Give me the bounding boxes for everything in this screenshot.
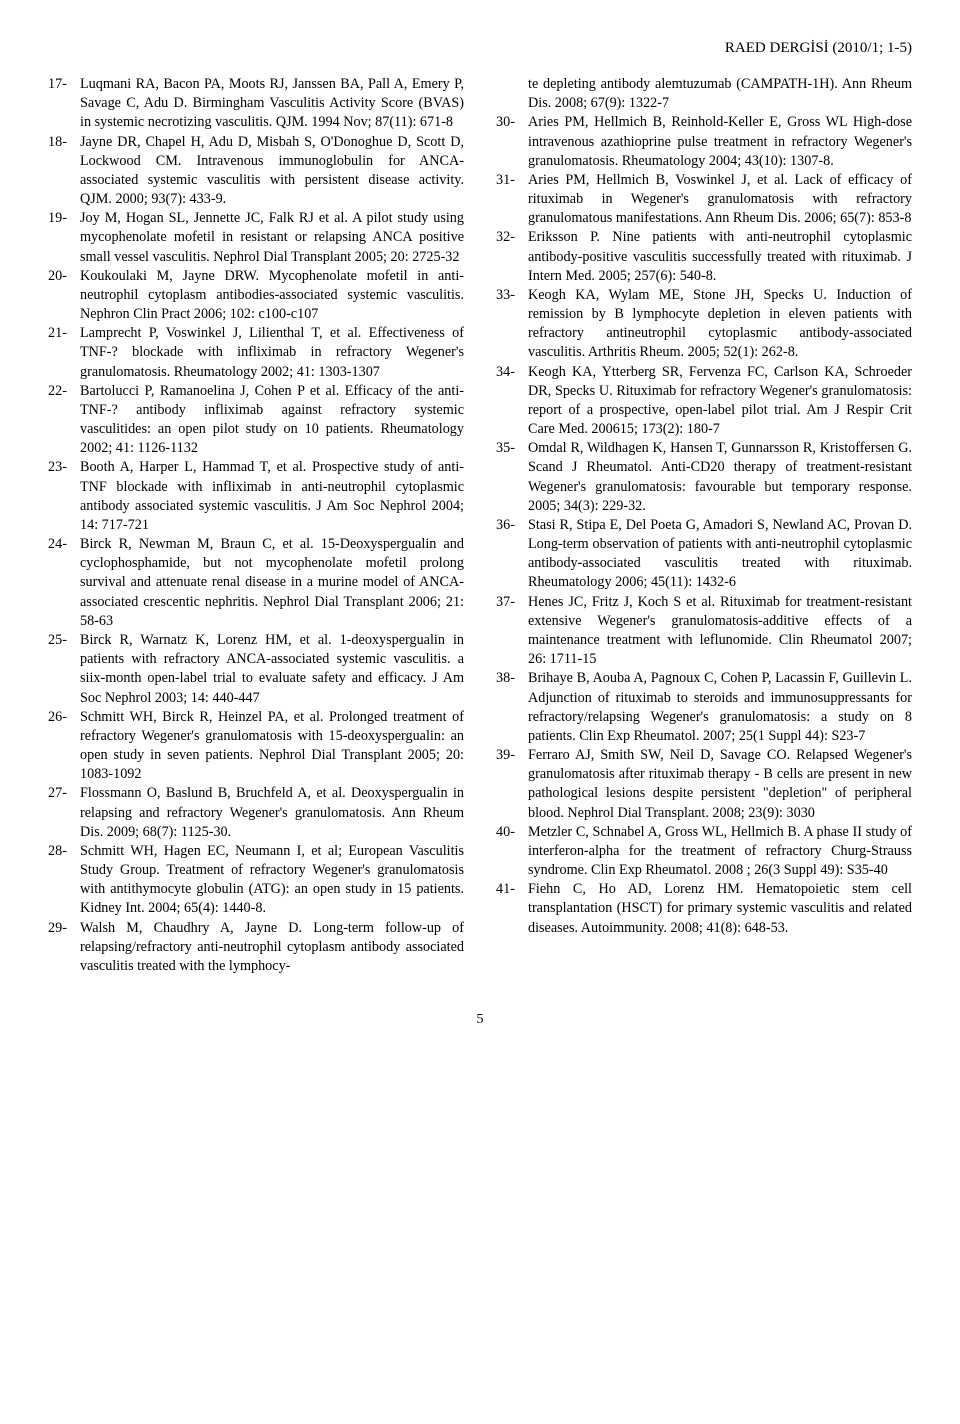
reference-text: Flossmann O, Baslund B, Bruchfeld A, et …: [80, 784, 464, 842]
reference-item: 20-Koukoulaki M, Jayne DRW. Mycophenolat…: [48, 267, 464, 325]
page-header: RAED DERGİSİ (2010/1; 1-5): [48, 40, 912, 57]
reference-item: 33-Keogh KA, Wylam ME, Stone JH, Specks …: [496, 286, 912, 363]
reference-item: 23-Booth A, Harper L, Hammad T, et al. P…: [48, 458, 464, 535]
reference-item: 25-Birck R, Warnatz K, Lorenz HM, et al.…: [48, 631, 464, 708]
reference-item: 29-Walsh M, Chaudhry A, Jayne D. Long-te…: [48, 919, 464, 977]
reference-item: 35-Omdal R, Wildhagen K, Hansen T, Gunna…: [496, 439, 912, 516]
reference-text: Booth A, Harper L, Hammad T, et al. Pros…: [80, 458, 464, 535]
reference-item: 36-Stasi R, Stipa E, Del Poeta G, Amador…: [496, 516, 912, 593]
reference-number: 37-: [496, 593, 528, 670]
reference-number: [496, 75, 528, 113]
reference-number: 18-: [48, 133, 80, 210]
reference-number: 17-: [48, 75, 80, 133]
reference-text: Jayne DR, Chapel H, Adu D, Misbah S, O'D…: [80, 133, 464, 210]
reference-number: 40-: [496, 823, 528, 881]
reference-text: Henes JC, Fritz J, Koch S et al. Rituxim…: [528, 593, 912, 670]
reference-text: Walsh M, Chaudhry A, Jayne D. Long-term …: [80, 919, 464, 977]
reference-number: 28-: [48, 842, 80, 919]
reference-item: 41-Fiehn C, Ho AD, Lorenz HM. Hematopoie…: [496, 880, 912, 938]
reference-item: 26-Schmitt WH, Birck R, Heinzel PA, et a…: [48, 708, 464, 785]
reference-item: 28-Schmitt WH, Hagen EC, Neumann I, et a…: [48, 842, 464, 919]
reference-text: te depleting antibody alemtuzumab (CAMPA…: [528, 75, 912, 113]
reference-number: 19-: [48, 209, 80, 267]
reference-text: Keogh KA, Wylam ME, Stone JH, Specks U. …: [528, 286, 912, 363]
reference-item: 32-Eriksson P. Nine patients with anti-n…: [496, 228, 912, 286]
reference-text: Birck R, Newman M, Braun C, et al. 15-De…: [80, 535, 464, 631]
reference-item: 21-Lamprecht P, Voswinkel J, Lilienthal …: [48, 324, 464, 382]
page-number: 5: [48, 1012, 912, 1028]
reference-item: 40-Metzler C, Schnabel A, Gross WL, Hell…: [496, 823, 912, 881]
reference-number: 39-: [496, 746, 528, 823]
reference-item: 27-Flossmann O, Baslund B, Bruchfeld A, …: [48, 784, 464, 842]
reference-number: 41-: [496, 880, 528, 938]
reference-item: 22-Bartolucci P, Ramanoelina J, Cohen P …: [48, 382, 464, 459]
reference-text: Fiehn C, Ho AD, Lorenz HM. Hematopoietic…: [528, 880, 912, 938]
reference-item: 39-Ferraro AJ, Smith SW, Neil D, Savage …: [496, 746, 912, 823]
reference-item: te depleting antibody alemtuzumab (CAMPA…: [496, 75, 912, 113]
right-column: te depleting antibody alemtuzumab (CAMPA…: [496, 75, 912, 976]
reference-number: 34-: [496, 363, 528, 440]
reference-text: Schmitt WH, Hagen EC, Neumann I, et al; …: [80, 842, 464, 919]
reference-item: 31-Aries PM, Hellmich B, Voswinkel J, et…: [496, 171, 912, 229]
reference-item: 37-Henes JC, Fritz J, Koch S et al. Ritu…: [496, 593, 912, 670]
reference-text: Joy M, Hogan SL, Jennette JC, Falk RJ et…: [80, 209, 464, 267]
reference-text: Stasi R, Stipa E, Del Poeta G, Amadori S…: [528, 516, 912, 593]
reference-text: Schmitt WH, Birck R, Heinzel PA, et al. …: [80, 708, 464, 785]
reference-number: 30-: [496, 113, 528, 171]
reference-item: 19-Joy M, Hogan SL, Jennette JC, Falk RJ…: [48, 209, 464, 267]
reference-text: Aries PM, Hellmich B, Reinhold-Keller E,…: [528, 113, 912, 171]
reference-item: 38-Brihaye B, Aouba A, Pagnoux C, Cohen …: [496, 669, 912, 746]
reference-text: Brihaye B, Aouba A, Pagnoux C, Cohen P, …: [528, 669, 912, 746]
reference-number: 24-: [48, 535, 80, 631]
reference-text: Koukoulaki M, Jayne DRW. Mycophenolate m…: [80, 267, 464, 325]
reference-number: 29-: [48, 919, 80, 977]
reference-text: Luqmani RA, Bacon PA, Moots RJ, Janssen …: [80, 75, 464, 133]
reference-text: Omdal R, Wildhagen K, Hansen T, Gunnarss…: [528, 439, 912, 516]
reference-number: 25-: [48, 631, 80, 708]
reference-number: 22-: [48, 382, 80, 459]
reference-text: Bartolucci P, Ramanoelina J, Cohen P et …: [80, 382, 464, 459]
reference-text: Eriksson P. Nine patients with anti-neut…: [528, 228, 912, 286]
reference-text: Keogh KA, Ytterberg SR, Fervenza FC, Car…: [528, 363, 912, 440]
reference-number: 26-: [48, 708, 80, 785]
left-column: 17-Luqmani RA, Bacon PA, Moots RJ, Janss…: [48, 75, 464, 976]
reference-item: 17-Luqmani RA, Bacon PA, Moots RJ, Janss…: [48, 75, 464, 133]
reference-item: 18-Jayne DR, Chapel H, Adu D, Misbah S, …: [48, 133, 464, 210]
reference-number: 31-: [496, 171, 528, 229]
reference-number: 32-: [496, 228, 528, 286]
reference-number: 21-: [48, 324, 80, 382]
reference-number: 35-: [496, 439, 528, 516]
reference-number: 38-: [496, 669, 528, 746]
reference-text: Metzler C, Schnabel A, Gross WL, Hellmic…: [528, 823, 912, 881]
reference-item: 30-Aries PM, Hellmich B, Reinhold-Keller…: [496, 113, 912, 171]
reference-text: Ferraro AJ, Smith SW, Neil D, Savage CO.…: [528, 746, 912, 823]
reference-text: Aries PM, Hellmich B, Voswinkel J, et al…: [528, 171, 912, 229]
reference-number: 23-: [48, 458, 80, 535]
reference-number: 36-: [496, 516, 528, 593]
reference-item: 24-Birck R, Newman M, Braun C, et al. 15…: [48, 535, 464, 631]
reference-number: 27-: [48, 784, 80, 842]
reference-text: Birck R, Warnatz K, Lorenz HM, et al. 1-…: [80, 631, 464, 708]
reference-item: 34-Keogh KA, Ytterberg SR, Fervenza FC, …: [496, 363, 912, 440]
reference-text: Lamprecht P, Voswinkel J, Lilienthal T, …: [80, 324, 464, 382]
reference-columns: 17-Luqmani RA, Bacon PA, Moots RJ, Janss…: [48, 75, 912, 976]
reference-number: 33-: [496, 286, 528, 363]
reference-number: 20-: [48, 267, 80, 325]
